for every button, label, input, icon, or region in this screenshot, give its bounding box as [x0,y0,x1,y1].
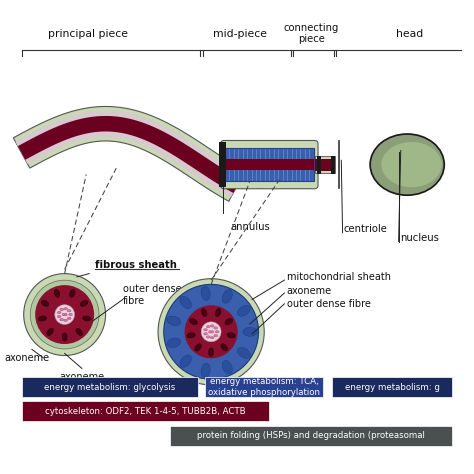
Ellipse shape [209,348,214,356]
Ellipse shape [47,328,54,335]
Text: mid-piece: mid-piece [213,29,267,39]
FancyBboxPatch shape [170,426,453,446]
Ellipse shape [243,328,257,337]
Circle shape [24,273,106,356]
Ellipse shape [180,296,191,309]
Ellipse shape [206,326,210,328]
Ellipse shape [201,363,210,377]
Ellipse shape [69,313,73,316]
Ellipse shape [214,327,218,329]
Ellipse shape [62,333,67,341]
Ellipse shape [227,333,236,338]
Text: head: head [396,29,423,39]
Circle shape [164,284,258,379]
Ellipse shape [190,319,197,325]
Text: fibrous sheath: fibrous sheath [95,260,177,270]
Text: centriole: centriole [344,224,388,234]
FancyBboxPatch shape [315,156,335,173]
FancyBboxPatch shape [21,377,198,397]
Circle shape [64,313,67,316]
Polygon shape [18,116,241,193]
Ellipse shape [70,290,75,297]
Polygon shape [13,107,245,201]
Text: piece: piece [298,34,325,44]
Text: mitochondrial sheath: mitochondrial sheath [287,272,391,282]
Ellipse shape [371,135,443,194]
Text: axoneme: axoneme [59,372,104,382]
Circle shape [30,280,99,349]
FancyBboxPatch shape [225,159,314,170]
Text: outer dense fibre: outer dense fibre [287,299,370,309]
Text: energy metabolism: glycolysis: energy metabolism: glycolysis [44,383,175,392]
Ellipse shape [221,344,228,351]
Ellipse shape [206,336,210,338]
Ellipse shape [76,328,82,335]
FancyBboxPatch shape [315,159,335,171]
Ellipse shape [222,360,232,374]
Ellipse shape [64,308,67,310]
Text: axoneme: axoneme [4,353,49,363]
Ellipse shape [204,333,208,335]
Ellipse shape [67,317,71,319]
Polygon shape [15,111,243,198]
Ellipse shape [204,328,208,331]
Circle shape [55,305,74,324]
Ellipse shape [187,333,195,338]
Ellipse shape [195,344,201,351]
Circle shape [209,330,211,333]
Text: axoneme: axoneme [287,286,332,296]
Ellipse shape [38,316,46,321]
Ellipse shape [60,308,64,310]
Ellipse shape [215,330,219,333]
Ellipse shape [237,305,250,316]
FancyBboxPatch shape [330,155,335,173]
Circle shape [35,285,94,344]
Ellipse shape [57,311,61,314]
FancyBboxPatch shape [205,377,323,397]
Ellipse shape [67,310,71,312]
Circle shape [158,279,264,385]
FancyBboxPatch shape [332,377,453,397]
Ellipse shape [64,319,67,321]
Ellipse shape [215,309,221,317]
Ellipse shape [210,325,214,327]
Ellipse shape [83,316,91,321]
Ellipse shape [81,301,88,306]
FancyBboxPatch shape [21,401,269,421]
Ellipse shape [369,133,445,196]
Circle shape [62,313,65,316]
Ellipse shape [180,355,191,367]
FancyBboxPatch shape [220,140,318,189]
Ellipse shape [57,315,61,318]
Ellipse shape [167,316,181,326]
Ellipse shape [214,335,218,337]
Ellipse shape [382,142,442,187]
Ellipse shape [201,286,210,301]
Ellipse shape [222,290,232,303]
Text: connecting: connecting [283,23,339,33]
Ellipse shape [60,319,64,321]
Text: energy metabolism: TCA,
oxidative phosphorylation: energy metabolism: TCA, oxidative phosph… [208,377,320,397]
FancyBboxPatch shape [225,148,314,181]
Ellipse shape [210,337,214,339]
Circle shape [201,322,221,342]
Circle shape [211,330,214,333]
Text: nucleus: nucleus [400,233,439,243]
Text: cytoskeleton: ODF2, TEK 1-4-5, TUBB2B, ACTB: cytoskeleton: ODF2, TEK 1-4-5, TUBB2B, A… [45,407,246,416]
Ellipse shape [201,309,207,317]
FancyBboxPatch shape [219,142,226,187]
Text: principal piece: principal piece [48,29,128,39]
Text: protein folding (HSPs) and degradation (proteasomal: protein folding (HSPs) and degradation (… [197,431,425,440]
Ellipse shape [41,301,49,306]
Ellipse shape [167,338,181,347]
Text: annulus: annulus [230,222,270,232]
Ellipse shape [54,290,60,297]
Ellipse shape [225,319,233,325]
Text: energy metabolism: g: energy metabolism: g [345,383,439,392]
Ellipse shape [237,347,250,358]
FancyBboxPatch shape [317,155,321,173]
Text: outer dense
fibre: outer dense fibre [123,284,182,306]
Circle shape [184,305,237,358]
